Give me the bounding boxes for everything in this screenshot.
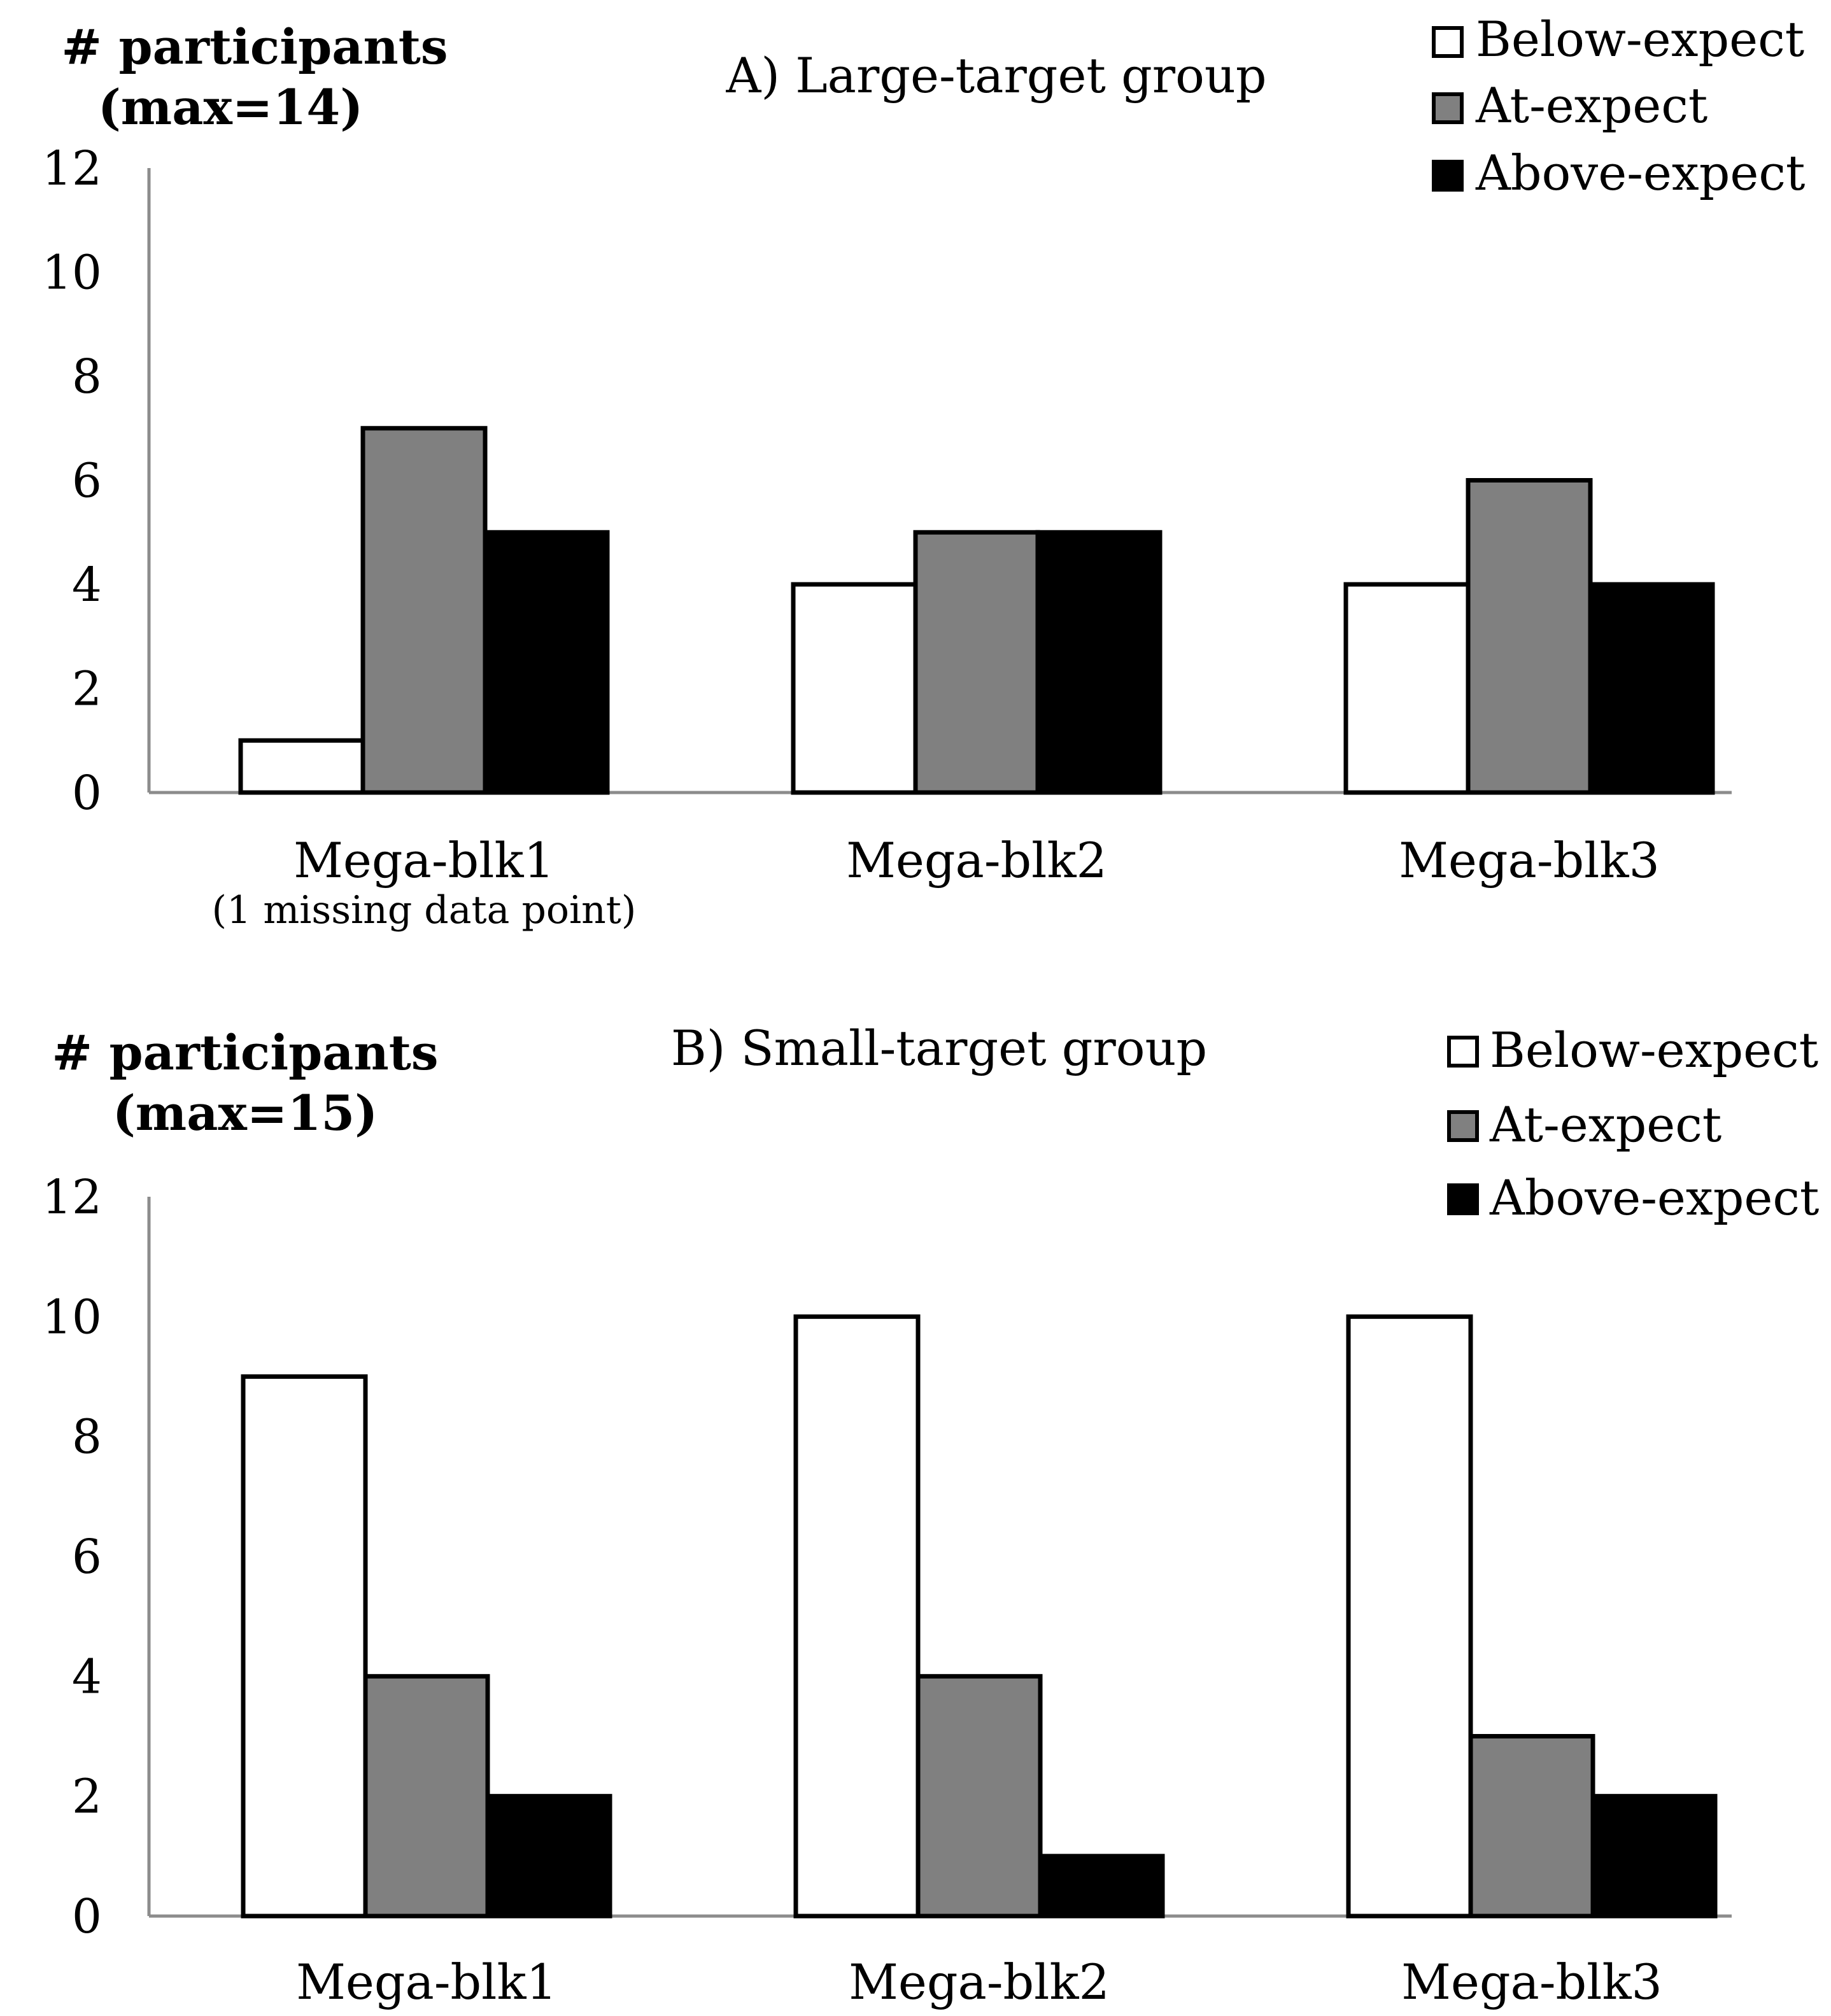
bar-at-expect-mega-blk2: [915, 1674, 1043, 1919]
bar-below-expect-mega-blk2: [793, 1314, 921, 1919]
legend-swatch-above-expect: [1447, 1183, 1479, 1215]
legend-label-above-expect: Above-expect: [1475, 145, 1805, 201]
legend-label-at-expect: At-expect: [1489, 1096, 1721, 1153]
bar-above-expect-mega-blk3: [1588, 582, 1715, 795]
x-category-note-mega-blk1: (1 missing data point): [212, 888, 637, 933]
y-tick-label-12: 12: [42, 141, 102, 196]
legend-swatch-at-expect: [1447, 1110, 1479, 1142]
y-axis-label-line-2: (max=15): [113, 1085, 378, 1141]
bar-at-expect-mega-blk1: [363, 1674, 490, 1919]
y-tick-label-6: 6: [72, 1530, 102, 1584]
x-category-label-mega-blk3: Mega-blk3: [1399, 832, 1660, 889]
y-tick-label-6: 6: [72, 454, 102, 509]
y-tick-label-4: 4: [72, 1649, 102, 1704]
x-category-label-mega-blk2: Mega-blk2: [846, 832, 1107, 889]
legend-label-below-expect: Below-expect: [1476, 11, 1804, 67]
bar-below-expect-mega-blk1: [238, 738, 365, 795]
bar-at-expect-mega-blk3: [1468, 1734, 1595, 1919]
y-axis-label-line-1: # participants: [61, 18, 448, 75]
y-tick-label-2: 2: [72, 1770, 102, 1824]
legend-label-at-expect: At-expect: [1475, 77, 1707, 134]
y-tick-label-0: 0: [72, 766, 102, 821]
bar-below-expect-mega-blk3: [1343, 582, 1471, 795]
x-category-label-mega-blk1: Mega-blk1: [293, 832, 555, 889]
x-category-label-mega-blk2: Mega-blk2: [849, 1954, 1110, 2010]
bar-above-expect-mega-blk3: [1590, 1794, 1718, 1919]
legend-swatch-at-expect: [1432, 92, 1464, 124]
y-axis-label-line-1: # participants: [52, 1024, 438, 1081]
legend-label-below-expect: Below-expect: [1490, 1022, 1818, 1078]
chart-title: A) Large-target group: [726, 47, 1267, 104]
legend-swatch-above-expect: [1432, 160, 1464, 192]
bar-above-expect-mega-blk2: [1038, 1854, 1165, 1919]
y-tick-label-10: 10: [42, 1290, 102, 1344]
legend: Below-expect At-expect Above-expect: [1447, 1022, 1819, 1226]
bar-above-expect-mega-blk2: [1035, 530, 1163, 795]
y-tick-label-8: 8: [72, 1410, 102, 1465]
x-category-label-mega-blk1: Mega-blk1: [296, 1954, 557, 2010]
bar-below-expect-mega-blk1: [241, 1374, 368, 1919]
bar-at-expect-mega-blk1: [360, 426, 488, 795]
bar-above-expect-mega-blk1: [483, 530, 610, 795]
legend: Below-expect At-expect Above-expect: [1432, 11, 1805, 201]
bar-below-expect-mega-blk2: [791, 582, 918, 795]
chart-panel-b: # participants(max=15) B) Small-target gr…: [42, 1020, 1820, 2010]
legend-swatch-below-expect: [1447, 1036, 1479, 1068]
legend-swatch-below-expect: [1432, 26, 1464, 58]
y-tick-label-0: 0: [72, 1889, 102, 1944]
x-category-label-mega-blk3: Mega-blk3: [1401, 1954, 1662, 2010]
bar-at-expect-mega-blk3: [1466, 478, 1593, 795]
bar-below-expect-mega-blk3: [1346, 1314, 1473, 1919]
chart-panel-a: # participants(max=14) A) Large-target gr…: [42, 11, 1806, 933]
bar-at-expect-mega-blk2: [913, 530, 1040, 795]
y-tick-label-4: 4: [72, 558, 102, 612]
y-tick-label-10: 10: [42, 246, 102, 300]
legend-label-above-expect: Above-expect: [1489, 1169, 1819, 1226]
chart-title: B) Small-target group: [671, 1020, 1207, 1076]
y-tick-label-8: 8: [72, 349, 102, 404]
y-axis-label-line-2: (max=14): [98, 79, 363, 136]
y-tick-label-12: 12: [42, 1170, 102, 1225]
bar-above-expect-mega-blk1: [485, 1794, 612, 1919]
y-tick-label-2: 2: [72, 662, 102, 717]
